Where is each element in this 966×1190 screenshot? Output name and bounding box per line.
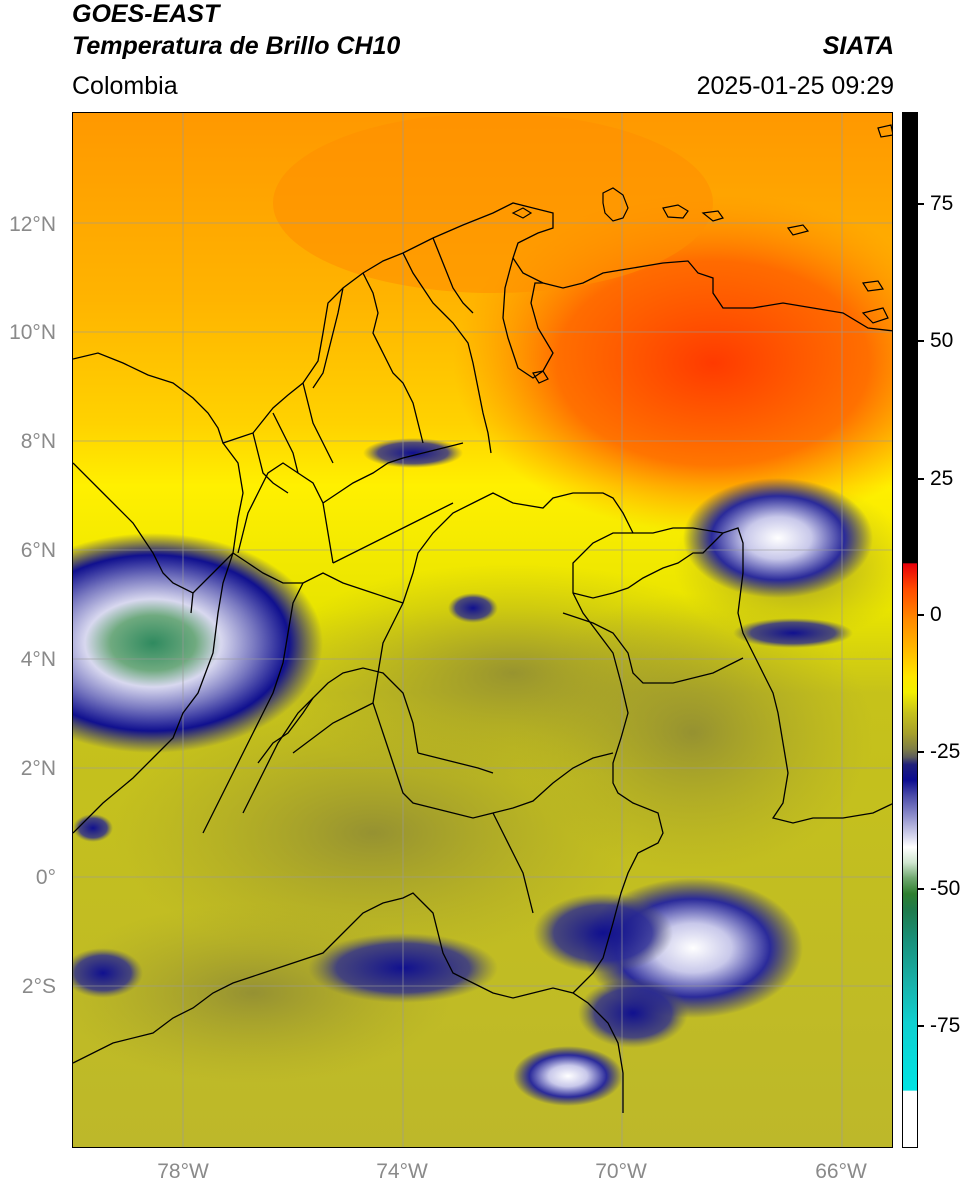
lon-tick-label: 70°W	[595, 1160, 647, 1183]
colorbar-label: -75	[930, 1014, 961, 1037]
lat-tick-label: 2°S	[21, 975, 56, 998]
colorbar-tick	[918, 340, 924, 342]
timestamp-label: 2025-01-25 09:29	[696, 72, 894, 100]
colorbar-tick	[918, 751, 924, 753]
lat-tick-label: 0°	[35, 866, 56, 889]
map-canvas	[73, 113, 892, 1147]
colorbar-tick	[918, 888, 924, 890]
product-title: GOES-EAST	[72, 0, 220, 28]
colorbar-label: -50	[930, 877, 961, 900]
source-label: SIATA	[822, 32, 894, 60]
colorbar-tick	[918, 203, 924, 205]
product-subtitle: Temperatura de Brillo CH10	[72, 32, 401, 60]
lon-tick-label: 66°W	[815, 1160, 867, 1183]
colorbar-tick	[918, 614, 924, 616]
colorbar	[902, 112, 918, 1148]
lat-tick-label: 12°N	[9, 213, 56, 236]
colorbar-label: 50	[930, 329, 954, 352]
colorbar-tick	[918, 1025, 924, 1027]
colorbar-label: 75	[930, 192, 954, 215]
colorbar-label: 25	[930, 467, 954, 490]
satellite-map	[72, 112, 893, 1148]
colorbar-label: 0	[930, 603, 942, 626]
lat-tick-label: 8°N	[20, 430, 56, 453]
lat-tick-label: 2°N	[20, 757, 56, 780]
region-label: Colombia	[72, 72, 178, 100]
colorbar-tick	[918, 478, 924, 480]
colorbar-label: -25	[930, 740, 961, 763]
lon-tick-label: 74°W	[376, 1160, 428, 1183]
lat-tick-label: 4°N	[20, 648, 56, 671]
lat-tick-label: 6°N	[20, 539, 56, 562]
lat-tick-label: 10°N	[9, 321, 56, 344]
lon-tick-label: 78°W	[157, 1160, 209, 1183]
